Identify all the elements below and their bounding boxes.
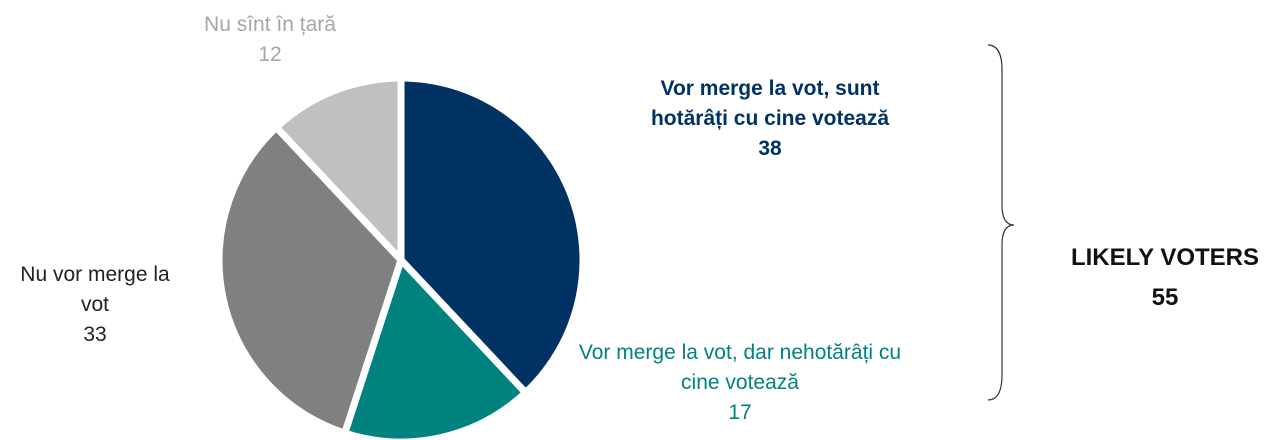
bracket [987, 44, 1015, 401]
pie-slice [215, 123, 405, 437]
slice-value: 38 [758, 137, 782, 160]
slice-name: Nu sînt în țară [204, 13, 336, 36]
slice-label: Vor merge la vot, sunt hotărâți cu cine … [620, 74, 920, 164]
slice-name: Vor merge la vot, sunt hotărâți cu cine … [650, 77, 890, 130]
slice-name: Nu vor merge la vot [20, 263, 170, 316]
slice-label: Nu sînt în țară 12 [170, 10, 370, 70]
pie [215, 74, 587, 440]
slice-value: 33 [83, 323, 107, 346]
annotation-value: 55 [1151, 284, 1179, 311]
slice-label: Vor merge la vot, dar nehotărâți cu cine… [565, 338, 915, 428]
slice-value: 17 [728, 401, 752, 424]
slice-name: Vor merge la vot, dar nehotărâți cu cine… [578, 341, 902, 394]
slice-label: Nu vor merge la vot 33 [20, 260, 170, 350]
annotation-text: LIKELY VOTERS [1070, 244, 1260, 271]
annotation: LIKELY VOTERS 55 [1060, 238, 1270, 318]
pie-slice [397, 74, 587, 397]
slice-value: 12 [258, 43, 282, 66]
pie-slice [272, 74, 405, 264]
